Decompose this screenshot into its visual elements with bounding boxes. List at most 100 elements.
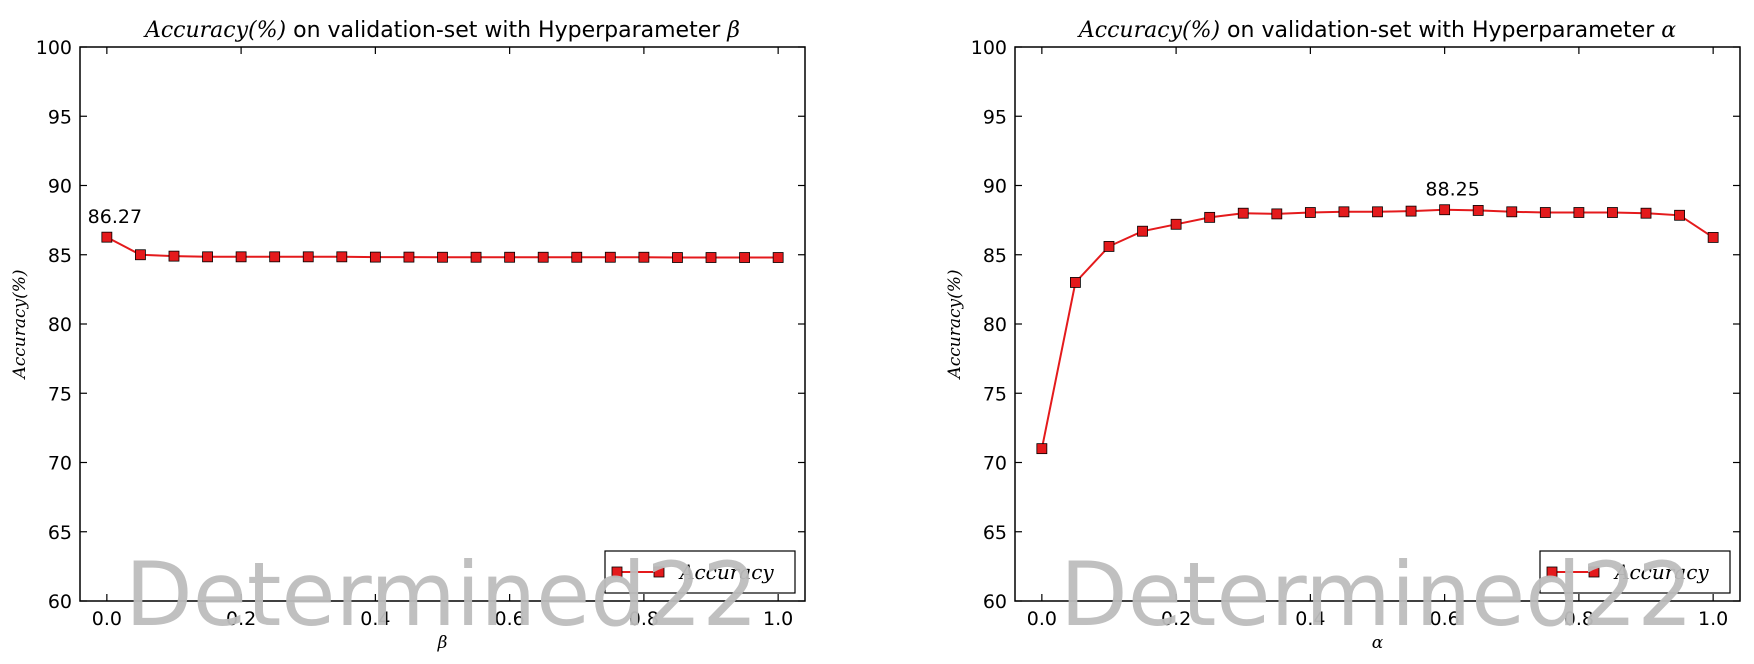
legend-marker xyxy=(1546,566,1558,578)
y-tick-label: 65 xyxy=(48,522,72,544)
data-annotation: 88.25 xyxy=(1425,179,1479,201)
y-tick-label: 70 xyxy=(48,453,72,475)
data-point xyxy=(772,252,784,263)
data-point xyxy=(1707,232,1719,243)
data-point xyxy=(504,251,516,263)
y-tick-label: 100 xyxy=(36,37,72,59)
data-point xyxy=(1237,207,1249,219)
data-point xyxy=(1338,206,1350,218)
title-math: Accuracy(%) xyxy=(1077,18,1220,43)
y-tick-label: 80 xyxy=(48,314,72,336)
y-tick-label: 80 xyxy=(983,314,1007,336)
data-point xyxy=(1539,207,1551,218)
y-tick-label: 75 xyxy=(983,383,1007,405)
data-point xyxy=(705,252,717,263)
data-point xyxy=(1070,277,1081,288)
y-tick-label: 90 xyxy=(983,176,1007,198)
data-point xyxy=(135,249,146,261)
watermark: Determined22 xyxy=(125,543,758,646)
x-axis-label: α xyxy=(1372,633,1384,653)
x-tick-label: 0.0 xyxy=(92,608,122,630)
y-tick-label: 60 xyxy=(48,591,72,613)
legend: Accuracy xyxy=(1539,550,1731,594)
y-tick-label: 85 xyxy=(48,245,72,267)
data-point xyxy=(235,251,247,263)
x-tick-label: 0.8 xyxy=(629,608,659,630)
legend: Accuracy xyxy=(604,550,796,594)
y-tick-label: 100 xyxy=(971,37,1007,59)
title-text: on validation-set with Hyperparameter xyxy=(1220,18,1661,43)
y-tick-label: 95 xyxy=(983,106,1007,128)
data-point xyxy=(302,251,314,263)
y-tick-label: 65 xyxy=(983,522,1007,544)
data-point xyxy=(437,251,448,263)
y-tick-label: 75 xyxy=(48,383,72,405)
data-point xyxy=(101,231,113,243)
data-point xyxy=(1607,207,1618,218)
legend-label: Accuracy xyxy=(1613,560,1709,584)
x-tick-label: 1.0 xyxy=(763,608,793,630)
x-tick-label: 0.6 xyxy=(495,608,525,630)
series-line-1 xyxy=(1040,208,1714,449)
y-tick-label: 95 xyxy=(48,106,72,128)
data-point xyxy=(1271,208,1283,220)
legend-box xyxy=(1539,550,1731,594)
chart-2: Accuracy(%) on validation-set with Hyper… xyxy=(945,18,1741,653)
data-point xyxy=(1103,241,1115,252)
data-point xyxy=(269,251,281,263)
title-math: Accuracy(%) xyxy=(143,18,286,43)
data-point xyxy=(604,251,616,263)
data-point xyxy=(336,251,348,263)
data-point xyxy=(739,252,750,263)
title-symbol: α xyxy=(1661,18,1676,43)
x-tick-label: 0.2 xyxy=(226,608,256,630)
legend-marker xyxy=(1588,566,1600,578)
y-tick-label: 70 xyxy=(983,453,1007,475)
data-point xyxy=(1573,207,1585,218)
data-point xyxy=(1405,205,1417,217)
data-point xyxy=(1036,443,1048,455)
data-point xyxy=(638,251,650,263)
data-point xyxy=(1304,207,1316,218)
axes-frame xyxy=(79,46,806,602)
data-point xyxy=(571,251,583,263)
data-point xyxy=(470,251,482,263)
x-tick-label: 0.2 xyxy=(1161,608,1191,630)
y-tick-label: 60 xyxy=(983,591,1007,613)
y-tick-label: 90 xyxy=(48,176,72,198)
x-tick-label: 0.8 xyxy=(1564,608,1594,630)
data-point xyxy=(1472,205,1484,216)
data-point xyxy=(1372,206,1383,218)
chart-1: Accuracy(%) on validation-set with Hyper… xyxy=(10,18,806,653)
data-annotation: 86.27 xyxy=(88,206,142,228)
data-point xyxy=(1170,218,1182,230)
title-text: on validation-set with Hyperparameter xyxy=(286,18,727,43)
x-tick-label: 0.4 xyxy=(1295,608,1325,630)
axes-frame xyxy=(1014,46,1741,602)
data-point xyxy=(1506,206,1518,218)
data-point xyxy=(672,252,683,263)
legend-marker xyxy=(611,566,623,578)
chart-title: Accuracy(%) on validation-set with Hyper… xyxy=(1077,18,1676,43)
legend-marker xyxy=(653,566,665,578)
legend-label: Accuracy xyxy=(678,560,774,584)
data-point xyxy=(1439,204,1451,216)
data-point xyxy=(1137,225,1148,237)
y-tick-label: 85 xyxy=(983,245,1007,267)
x-axis-label: β xyxy=(437,633,448,653)
title-symbol: β xyxy=(726,18,740,43)
data-point xyxy=(1204,211,1216,223)
chart-title: Accuracy(%) on validation-set with Hyper… xyxy=(143,18,740,43)
y-axis-label: Accuracy(%) xyxy=(945,269,965,380)
data-point xyxy=(1674,209,1685,221)
x-tick-label: 1.0 xyxy=(1698,608,1728,630)
data-point xyxy=(202,251,213,263)
y-axis-label: Accuracy(%) xyxy=(10,269,30,380)
watermark: Determined22 xyxy=(1060,543,1693,646)
x-tick-label: 0.0 xyxy=(1027,608,1057,630)
data-point xyxy=(403,251,415,263)
data-point xyxy=(1640,207,1652,219)
data-point xyxy=(168,250,180,262)
x-tick-label: 0.4 xyxy=(360,608,390,630)
